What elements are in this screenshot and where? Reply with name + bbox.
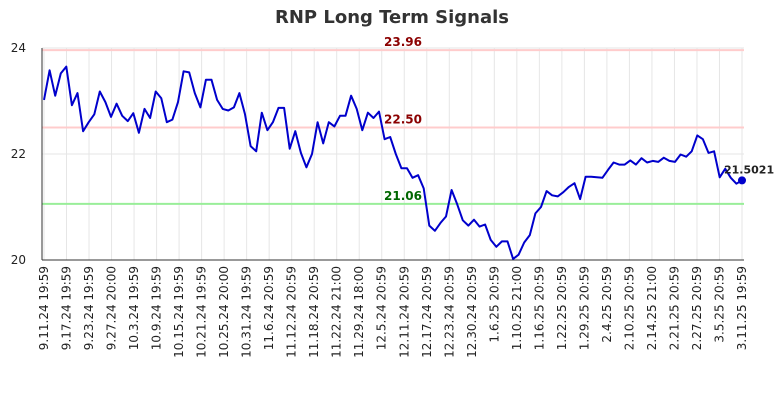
x-tick-label: 10.9.24 19:59 xyxy=(150,266,164,350)
y-tick-label: 22 xyxy=(11,147,26,161)
price-line xyxy=(43,65,743,260)
x-tick-label: 9.23.24 19:59 xyxy=(82,266,96,350)
x-tick-label: 10.31.24 19:59 xyxy=(240,266,254,358)
x-tick-label: 12.30.24 20:59 xyxy=(465,266,479,358)
x-tick-label: 1.29.25 20:59 xyxy=(577,266,591,350)
x-tick-label: 9.27.24 20:00 xyxy=(105,266,119,350)
y-tick-label: 24 xyxy=(11,41,26,55)
resistance-label: 23.96 xyxy=(384,35,422,49)
x-tick-label: 2.14.25 21:00 xyxy=(645,266,659,350)
x-tick-label: 9.11.24 19:59 xyxy=(37,266,51,350)
x-tick-label: 1.6.25 20:59 xyxy=(487,266,501,343)
x-tick-label: 12.5.24 20:59 xyxy=(375,266,389,350)
x-tick-label: 11.6.24 20:59 xyxy=(262,266,276,350)
x-tick-label: 11.18.24 20:59 xyxy=(307,266,321,358)
resistance-label: 22.50 xyxy=(384,113,422,127)
x-tick-label: 11.22.24 21:00 xyxy=(330,266,344,358)
x-tick-label: 12.11.24 20:59 xyxy=(397,266,411,358)
x-tick-label: 2.4.25 20:59 xyxy=(600,266,614,343)
x-tick-label: 10.21.24 19:59 xyxy=(195,266,209,358)
last-price-label: 21.5021 xyxy=(724,163,774,176)
x-tick-label: 12.23.24 20:59 xyxy=(442,266,456,358)
x-tick-label: 1.10.25 21:00 xyxy=(510,266,524,350)
x-tick-label: 1.16.25 20:59 xyxy=(532,266,546,350)
x-tick-label: 2.10.25 20:59 xyxy=(622,266,636,350)
x-tick-label: 12.17.24 20:59 xyxy=(420,266,434,358)
x-tick-label: 2.27.25 20:59 xyxy=(690,266,704,350)
support-label: 21.06 xyxy=(384,189,422,203)
x-tick-label: 2.21.25 20:59 xyxy=(667,266,681,350)
x-tick-label: 11.29.24 18:00 xyxy=(352,266,366,358)
x-tick-label: 11.12.24 20:59 xyxy=(285,266,299,358)
chart-title: RNP Long Term Signals xyxy=(274,7,510,28)
x-tick-label: 9.17.24 19:59 xyxy=(60,266,74,350)
x-tick-label: 10.25.24 20:00 xyxy=(217,266,231,358)
x-tick-label: 1.22.25 20:59 xyxy=(555,266,569,350)
last-price-marker xyxy=(738,176,746,185)
x-tick-label: 10.15.24 19:59 xyxy=(172,266,186,358)
y-tick-label: 20 xyxy=(11,253,26,267)
x-tick-label: 3.11.25 19:59 xyxy=(735,266,749,350)
x-tick-label: 10.3.24 19:59 xyxy=(127,266,141,350)
x-tick-label: 3.5.25 20:59 xyxy=(712,266,726,343)
